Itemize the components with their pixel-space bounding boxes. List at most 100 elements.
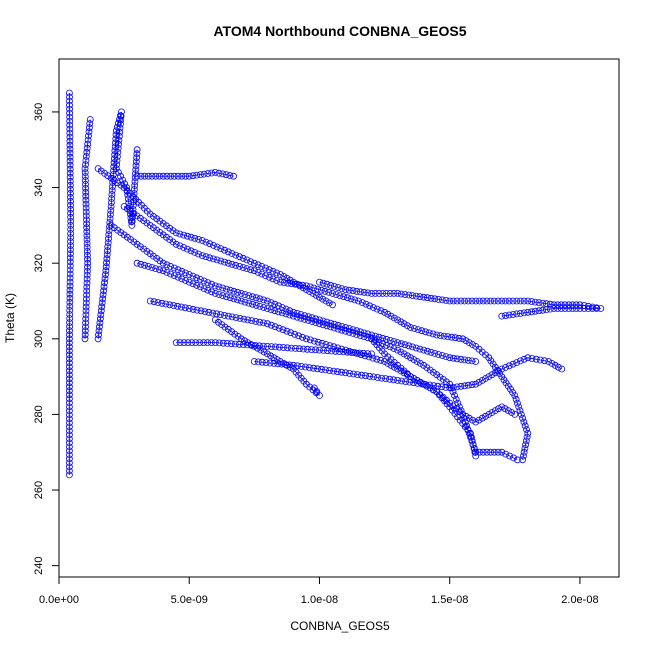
data-point <box>342 324 349 331</box>
data-point <box>352 349 359 357</box>
data-point <box>275 343 283 351</box>
data-point <box>505 362 513 370</box>
y-tick-label: 280 <box>33 405 45 423</box>
data-point <box>148 172 156 180</box>
data-point <box>185 278 193 286</box>
data-point <box>114 148 122 156</box>
data-point <box>66 447 73 455</box>
data-point <box>251 342 259 349</box>
data-point <box>115 136 123 144</box>
data-point <box>382 375 390 383</box>
data-point <box>513 359 521 367</box>
data-point <box>115 140 122 148</box>
data-point <box>407 373 415 381</box>
data-point <box>457 382 465 390</box>
data-point <box>330 343 338 351</box>
data-point <box>82 184 89 192</box>
data-point <box>546 300 554 308</box>
data-point <box>66 286 74 294</box>
data-point <box>511 392 519 399</box>
data-point <box>431 295 439 303</box>
data-point <box>97 311 105 319</box>
data-point <box>273 277 281 284</box>
data-point <box>248 317 256 325</box>
data-point <box>446 354 454 362</box>
data-point <box>84 136 92 144</box>
data-point <box>278 309 286 317</box>
data-point <box>86 120 94 127</box>
data-point <box>464 297 472 305</box>
data-point <box>483 297 491 305</box>
data-point <box>133 259 141 267</box>
data-point <box>283 344 291 352</box>
data-point <box>349 287 357 295</box>
data-point <box>236 314 244 322</box>
data-point <box>521 444 529 452</box>
data-point <box>66 262 74 270</box>
data-point <box>163 172 171 180</box>
data-point <box>82 180 89 188</box>
data-point <box>282 361 290 368</box>
data-point <box>215 291 223 298</box>
data-point <box>398 377 406 385</box>
data-point <box>66 169 74 177</box>
data-point <box>323 318 331 326</box>
data-point <box>231 340 239 348</box>
data-point <box>429 330 437 338</box>
data-point <box>316 278 323 286</box>
data-point <box>191 234 199 242</box>
data-point <box>384 310 392 318</box>
data-point <box>66 351 73 359</box>
data-point <box>338 285 346 293</box>
data-point <box>132 158 140 166</box>
data-point <box>237 297 245 305</box>
data-point <box>513 310 521 318</box>
data-point <box>106 215 114 222</box>
data-point <box>409 343 416 351</box>
data-point <box>275 302 282 310</box>
data-point <box>405 342 413 350</box>
data-point <box>101 279 108 287</box>
data-point <box>121 180 128 188</box>
data-point <box>162 300 170 308</box>
data-point <box>113 161 121 169</box>
data-point <box>412 292 420 300</box>
data-point <box>159 172 167 180</box>
data-point <box>394 346 402 354</box>
data-point <box>312 291 320 299</box>
data-point <box>505 297 513 305</box>
data-point <box>360 329 368 337</box>
data-point <box>154 299 162 306</box>
data-point <box>228 313 236 321</box>
data-point <box>293 362 301 370</box>
data-point <box>546 305 554 313</box>
data-point <box>356 328 364 336</box>
data-point <box>269 267 277 275</box>
data-point <box>425 329 433 337</box>
data-point <box>103 259 110 267</box>
data-point <box>502 297 509 305</box>
data-point <box>129 213 136 221</box>
data-point <box>180 231 188 239</box>
data-point <box>317 286 325 294</box>
data-point <box>198 237 206 244</box>
data-point <box>66 427 73 435</box>
data-point <box>467 433 475 441</box>
data-point <box>449 383 457 391</box>
data-point <box>178 172 186 180</box>
data-point <box>66 121 74 129</box>
data-point <box>524 297 532 305</box>
data-point <box>66 129 74 137</box>
data-point <box>550 305 558 312</box>
data-point <box>201 308 209 316</box>
data-point <box>323 280 331 288</box>
data-point <box>86 116 94 123</box>
data-point <box>522 441 529 449</box>
data-point <box>289 361 297 369</box>
data-point <box>247 341 255 349</box>
data-point <box>283 274 291 282</box>
y-axis-label: Theta (K) <box>3 293 17 343</box>
data-point <box>132 162 140 170</box>
data-point <box>184 339 192 347</box>
data-point <box>316 316 323 324</box>
